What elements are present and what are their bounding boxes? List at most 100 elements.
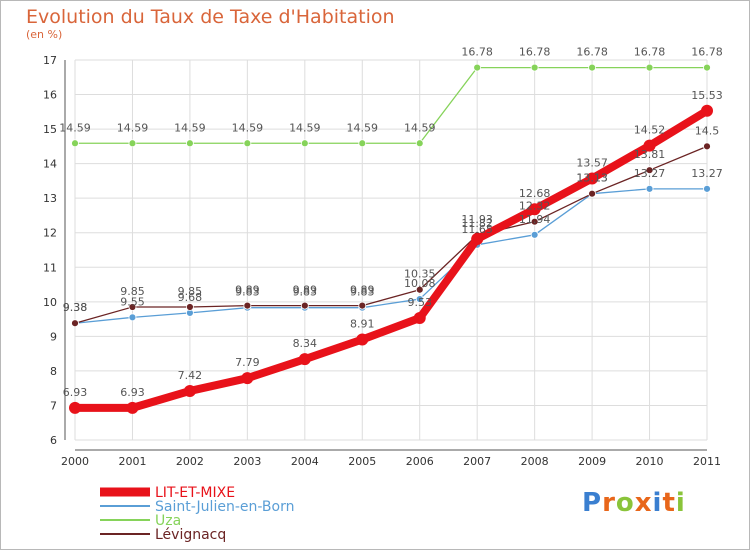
x-tick-label: 2011 <box>693 455 721 468</box>
data-point <box>300 301 309 310</box>
data-label: 14.59 <box>174 121 206 134</box>
series-line-2 <box>74 66 708 144</box>
series-line-3 <box>74 145 708 324</box>
legend-label: Lévignacq <box>155 527 226 543</box>
chart-title: Evolution du Taux de Taxe d'Habitation <box>26 6 395 28</box>
data-point <box>645 166 654 175</box>
data-point <box>586 172 599 185</box>
data-label: 6.93 <box>63 386 88 399</box>
y-tick-label: 6 <box>50 434 57 447</box>
data-label: 14.59 <box>347 121 379 134</box>
data-point <box>358 139 367 148</box>
x-tick-label: 2008 <box>521 455 549 468</box>
x-tick-label: 2004 <box>291 455 319 468</box>
x-tick-label: 2006 <box>406 455 434 468</box>
data-label: 8.91 <box>350 317 375 330</box>
data-point <box>183 384 196 397</box>
data-point <box>128 139 137 148</box>
data-label: 16.78 <box>519 46 551 59</box>
data-point <box>71 319 79 328</box>
data-point <box>358 301 367 310</box>
y-tick-label: 16 <box>43 89 57 102</box>
data-label: 13.27 <box>691 167 723 180</box>
data-point <box>530 217 539 226</box>
data-label: 13.13 <box>576 172 608 185</box>
y-tick-label: 14 <box>43 158 57 171</box>
data-point <box>703 63 711 72</box>
data-label: 12.68 <box>519 187 551 200</box>
data-label: 11.93 <box>461 213 493 226</box>
y-tick-label: 7 <box>50 399 57 412</box>
data-point <box>415 295 424 303</box>
data-label: 9.38 <box>63 301 88 314</box>
data-label: 15.53 <box>691 89 723 102</box>
y-tick-label: 11 <box>43 261 57 274</box>
data-label: 9.85 <box>178 285 203 298</box>
x-tick-label: 2010 <box>636 455 664 468</box>
data-label: 9.89 <box>350 284 375 297</box>
data-point <box>415 139 424 148</box>
data-point <box>128 313 137 322</box>
data-label: 14.59 <box>117 121 149 134</box>
data-label: 9.85 <box>120 285 145 298</box>
data-point <box>471 232 484 245</box>
data-label: 9.83 <box>350 286 375 299</box>
data-label: 14.59 <box>232 121 264 134</box>
data-point <box>298 353 311 366</box>
data-label: 16.78 <box>576 46 608 59</box>
x-tick-label: 2002 <box>176 455 204 468</box>
y-tick-label: 9 <box>50 330 57 343</box>
data-label: 7.42 <box>178 369 203 382</box>
data-point <box>473 63 482 72</box>
chart-subtitle: (en %) <box>26 28 63 41</box>
data-point <box>528 203 541 216</box>
data-label: 9.53 <box>407 296 432 309</box>
data-label: 16.78 <box>634 46 666 59</box>
data-point <box>643 139 656 152</box>
data-point <box>645 63 654 72</box>
y-tick-label: 15 <box>43 123 57 136</box>
data-label: 9.83 <box>235 286 260 299</box>
data-point <box>588 63 596 72</box>
legend-label: Uza <box>155 513 181 529</box>
data-point <box>413 312 426 325</box>
data-label: 13.27 <box>634 167 666 180</box>
x-tick-label: 2003 <box>233 455 261 468</box>
data-point <box>645 184 654 193</box>
data-point <box>415 285 424 294</box>
y-tick-label: 12 <box>43 227 57 240</box>
data-label: 12.32 <box>519 200 551 213</box>
x-tick-label: 2005 <box>348 455 376 468</box>
data-label: 9.38 <box>63 301 88 314</box>
data-label: 13.13 <box>576 172 608 185</box>
data-label: 14.5 <box>695 124 720 137</box>
data-label: 9.89 <box>293 284 318 297</box>
data-point <box>186 303 194 311</box>
data-point <box>703 184 711 193</box>
data-point <box>69 401 81 414</box>
y-tick-label: 17 <box>43 54 57 67</box>
data-point <box>300 139 309 148</box>
data-label: 11.94 <box>519 213 551 226</box>
data-label: 13.57 <box>576 156 608 169</box>
data-label: 11.65 <box>461 223 493 236</box>
data-point <box>241 372 254 385</box>
data-label: 9.68 <box>178 291 203 304</box>
data-point <box>701 104 713 117</box>
data-point <box>530 63 539 72</box>
data-label: 11.82 <box>461 217 493 230</box>
data-label: 6.93 <box>120 386 145 399</box>
series-line-0 <box>71 106 711 412</box>
x-tick-label: 2009 <box>578 455 606 468</box>
data-point <box>703 142 711 151</box>
y-tick-label: 13 <box>43 192 57 205</box>
data-point <box>243 301 252 310</box>
data-label: 9.55 <box>120 295 145 308</box>
x-tick-label: 2007 <box>463 455 491 468</box>
data-label: 8.34 <box>293 337 318 350</box>
data-point <box>186 139 194 148</box>
data-label: 9.89 <box>235 284 260 297</box>
y-tick-label: 8 <box>50 365 57 378</box>
data-label: 10.35 <box>404 268 436 281</box>
